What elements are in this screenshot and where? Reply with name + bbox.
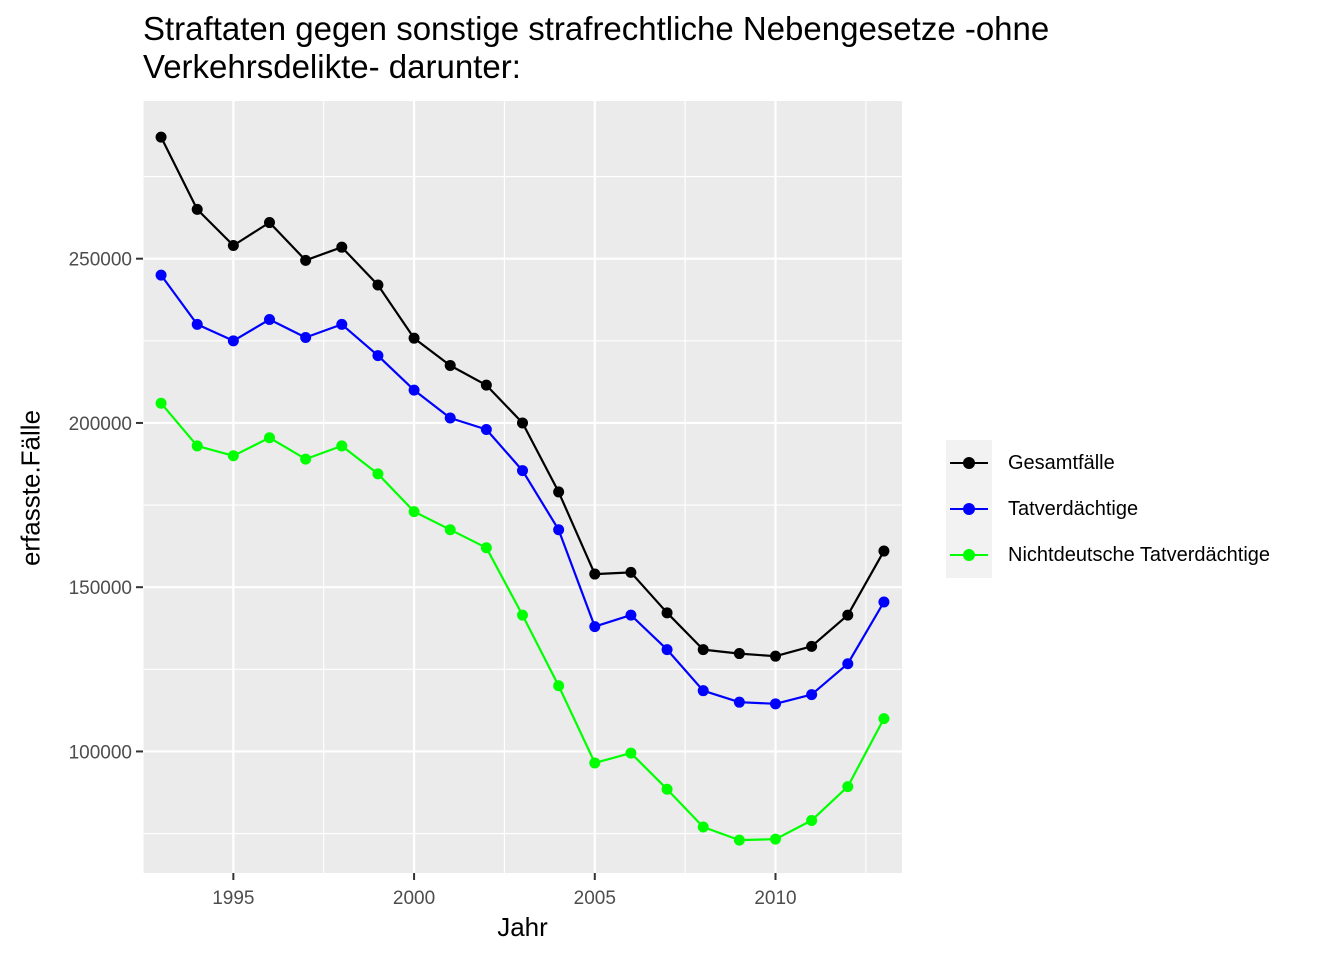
series-2-point-3 [264,432,275,444]
series-0-point-18 [806,640,818,652]
series-2-point-1 [191,440,203,452]
y-tick-label-0: 100000 [69,742,132,763]
series-1-point-5 [336,318,348,330]
series-2-point-19 [842,781,854,793]
series-2-point-10 [517,609,528,621]
legend-label-gesamtfaelle: Gesamtfälle [1008,451,1115,474]
series-0-point-0 [155,131,167,143]
chart-title: Straftaten gegen sonstige strafrechtlich… [143,10,1050,85]
axis-ticks [136,257,777,880]
series-0-point-17 [770,650,781,662]
y-axis-title: erfasste.Fälle [15,409,46,567]
grid-minor [142,101,902,873]
series-1-point-0 [155,269,167,281]
series-2-point-12 [589,757,601,769]
series-1-point-4 [300,332,312,344]
series-0-point-16 [733,648,745,660]
y-tick-label-2: 200000 [69,414,132,435]
series-1-point-1 [191,318,203,330]
series-0-point-14 [661,607,673,619]
series-1-point-11 [553,524,565,536]
x-axis-title: Jahr [497,912,548,942]
series-0-point-2 [227,240,239,252]
series-2-point-14 [661,783,673,795]
series-1-point-10 [517,465,528,477]
series-0-point-15 [697,644,709,656]
series-2-point-2 [227,450,239,462]
plot-panel [143,101,902,873]
series-1-point-3 [264,313,275,325]
series-1-point-13 [625,609,637,621]
series-2-point-16 [733,834,745,846]
series-0-point-11 [553,486,565,498]
legend-key-gesamtfaelle [946,440,992,486]
series-2-point-8 [444,524,456,536]
series-0-point-19 [842,609,854,621]
legend-item-nichtdeutsche: Nichtdeutsche Tatverdächtige [946,532,1270,578]
series-2-point-4 [300,453,312,465]
series-0-point-10 [517,417,528,429]
series-1-point-16 [733,696,745,708]
series-2-point-18 [806,814,818,826]
legend-item-gesamtfaelle: Gesamtfälle [946,440,1115,486]
series-2-point-0 [155,397,167,409]
series-1-point-2 [227,335,239,347]
series-1-point-6 [372,350,384,362]
x-tick-label-3: 2010 [754,888,796,909]
tick-labels: 1995 2000 2005 2010 100000 150000 200000 250000 [69,250,797,909]
series-1-point-8 [444,412,456,424]
grid-major [143,101,902,873]
series-1-point-7 [408,384,420,396]
series-1-point-14 [661,644,673,656]
legend-label-tatverdaechtige: Tatverdächtige [1008,497,1139,520]
series-0-point-7 [408,332,420,344]
series-1-point-19 [842,658,854,670]
series-2-point-9 [480,542,492,554]
series-2-point-7 [408,506,420,518]
series-2-point-13 [625,747,637,759]
series-0-point-9 [480,379,492,391]
x-tick-label-0: 1995 [212,888,254,909]
series-0-point-1 [191,203,203,215]
series-1-point-20 [878,596,890,608]
series-2-point-15 [697,821,709,833]
series-2-point-20 [878,713,890,725]
x-tick-label-1: 2000 [393,888,435,909]
series-2-point-6 [372,468,384,480]
legend-key-tatverdaechtige [946,486,992,532]
series-0-point-12 [589,568,601,580]
x-tick-label-2: 2005 [574,888,616,909]
series-1-point-18 [806,689,818,701]
series-1-point-17 [770,698,781,710]
series-0-point-3 [264,217,275,229]
series-0-point-5 [336,241,348,253]
series-1-point-9 [480,424,492,436]
y-tick-label-1: 150000 [69,578,132,599]
legend-item-tatverdaechtige: Tatverdächtige [946,486,1138,532]
legend-key-nichtdeutsche [946,532,992,578]
series-2-point-5 [336,440,348,452]
series-2-point-17 [770,833,781,845]
series-0-point-4 [300,254,312,266]
series-2-point-11 [553,680,565,692]
series-0-point-6 [372,279,384,291]
series-layer [155,131,890,846]
series-0-point-13 [625,566,637,578]
series-0-point-8 [444,359,456,371]
series-0-point-20 [878,545,890,557]
series-1-point-15 [697,685,709,697]
legend-label-nichtdeutsche: Nichtdeutsche Tatverdächtige [1008,543,1271,566]
y-tick-label-3: 250000 [69,250,132,271]
series-1-point-12 [589,621,601,633]
